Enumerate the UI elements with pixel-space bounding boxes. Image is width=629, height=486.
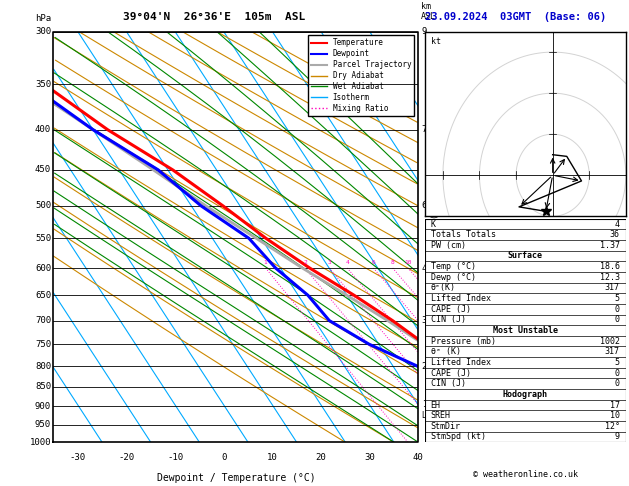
Text: Surface: Surface [508,251,543,260]
Text: 8: 8 [391,260,394,265]
Text: K: K [431,220,436,228]
Text: 0: 0 [615,379,620,388]
Text: CAPE (J): CAPE (J) [431,305,470,313]
Text: 7: 7 [421,125,427,134]
Text: 950: 950 [35,420,51,429]
Text: 40: 40 [413,452,424,462]
Text: 12°: 12° [605,422,620,431]
Text: CAPE (J): CAPE (J) [431,368,470,378]
Text: CIN (J): CIN (J) [431,379,465,388]
Text: 0: 0 [615,315,620,324]
Legend: Temperature, Dewpoint, Parcel Trajectory, Dry Adiabat, Wet Adiabat, Isotherm, Mi: Temperature, Dewpoint, Parcel Trajectory… [308,35,415,116]
Text: 10: 10 [404,260,412,265]
Text: 1002: 1002 [600,337,620,346]
Text: 1.37: 1.37 [600,241,620,250]
Text: 5: 5 [615,294,620,303]
Text: 0: 0 [615,305,620,313]
Text: 850: 850 [35,382,51,391]
Text: Lifted Index: Lifted Index [431,358,491,367]
Text: 18.6: 18.6 [600,262,620,271]
Text: 2: 2 [303,260,307,265]
Text: 2: 2 [421,362,427,371]
Text: 450: 450 [35,165,51,174]
Text: θᵉ(K): θᵉ(K) [431,283,455,293]
Text: 39°04'N  26°36'E  105m  ASL: 39°04'N 26°36'E 105m ASL [123,12,305,22]
Text: 300: 300 [35,27,51,36]
Text: 6: 6 [372,260,376,265]
Text: 1
LCL: 1 LCL [421,400,435,420]
Text: -10: -10 [167,452,183,462]
Text: -30: -30 [70,452,86,462]
Text: 4: 4 [421,263,427,273]
Text: Hodograph: Hodograph [503,390,548,399]
Text: 650: 650 [35,291,51,300]
Text: kt: kt [431,37,440,46]
Text: θᵉ (K): θᵉ (K) [431,347,460,356]
Text: SREH: SREH [431,411,450,420]
Text: PW (cm): PW (cm) [431,241,465,250]
Text: Temp (°C): Temp (°C) [431,262,476,271]
Text: Lifted Index: Lifted Index [431,294,491,303]
Text: 10: 10 [267,452,278,462]
Text: Mixing Ratio (g/kg): Mixing Ratio (g/kg) [431,190,440,284]
Text: 750: 750 [35,340,51,348]
Text: 600: 600 [35,263,51,273]
Text: 317: 317 [605,347,620,356]
Text: 550: 550 [35,234,51,243]
Text: Most Unstable: Most Unstable [493,326,558,335]
Text: StmSpd (kt): StmSpd (kt) [431,433,486,441]
Text: 6: 6 [421,201,427,210]
Text: © weatheronline.co.uk: © weatheronline.co.uk [473,469,577,479]
Text: 400: 400 [35,125,51,134]
Text: -20: -20 [118,452,135,462]
Text: km
ASL: km ASL [421,2,436,21]
Text: Dewpoint / Temperature (°C): Dewpoint / Temperature (°C) [157,473,315,483]
Text: 4: 4 [615,220,620,228]
Text: 1000: 1000 [30,438,51,447]
Text: 317: 317 [605,283,620,293]
Text: 9: 9 [421,27,427,36]
Text: 3: 3 [328,260,331,265]
Text: 800: 800 [35,362,51,371]
Text: 36: 36 [610,230,620,239]
Text: Dewp (°C): Dewp (°C) [431,273,476,282]
Text: 4: 4 [345,260,349,265]
Text: 3: 3 [421,316,427,325]
Text: 12.3: 12.3 [600,273,620,282]
Text: 5: 5 [615,358,620,367]
Text: hPa: hPa [35,15,51,23]
Text: 500: 500 [35,201,51,210]
Text: EH: EH [431,400,440,410]
Text: 900: 900 [35,402,51,411]
Text: 0: 0 [615,368,620,378]
Text: 23.09.2024  03GMT  (Base: 06): 23.09.2024 03GMT (Base: 06) [425,12,606,22]
Text: Totals Totals: Totals Totals [431,230,496,239]
Text: 10: 10 [610,411,620,420]
Text: 700: 700 [35,316,51,325]
Text: StmDir: StmDir [431,422,460,431]
Text: 9: 9 [615,433,620,441]
Text: 0: 0 [221,452,226,462]
Text: 350: 350 [35,80,51,88]
Text: 17: 17 [610,400,620,410]
Text: CIN (J): CIN (J) [431,315,465,324]
Text: 20: 20 [316,452,326,462]
Text: Pressure (mb): Pressure (mb) [431,337,496,346]
Text: 1: 1 [264,260,267,265]
Text: 30: 30 [364,452,375,462]
